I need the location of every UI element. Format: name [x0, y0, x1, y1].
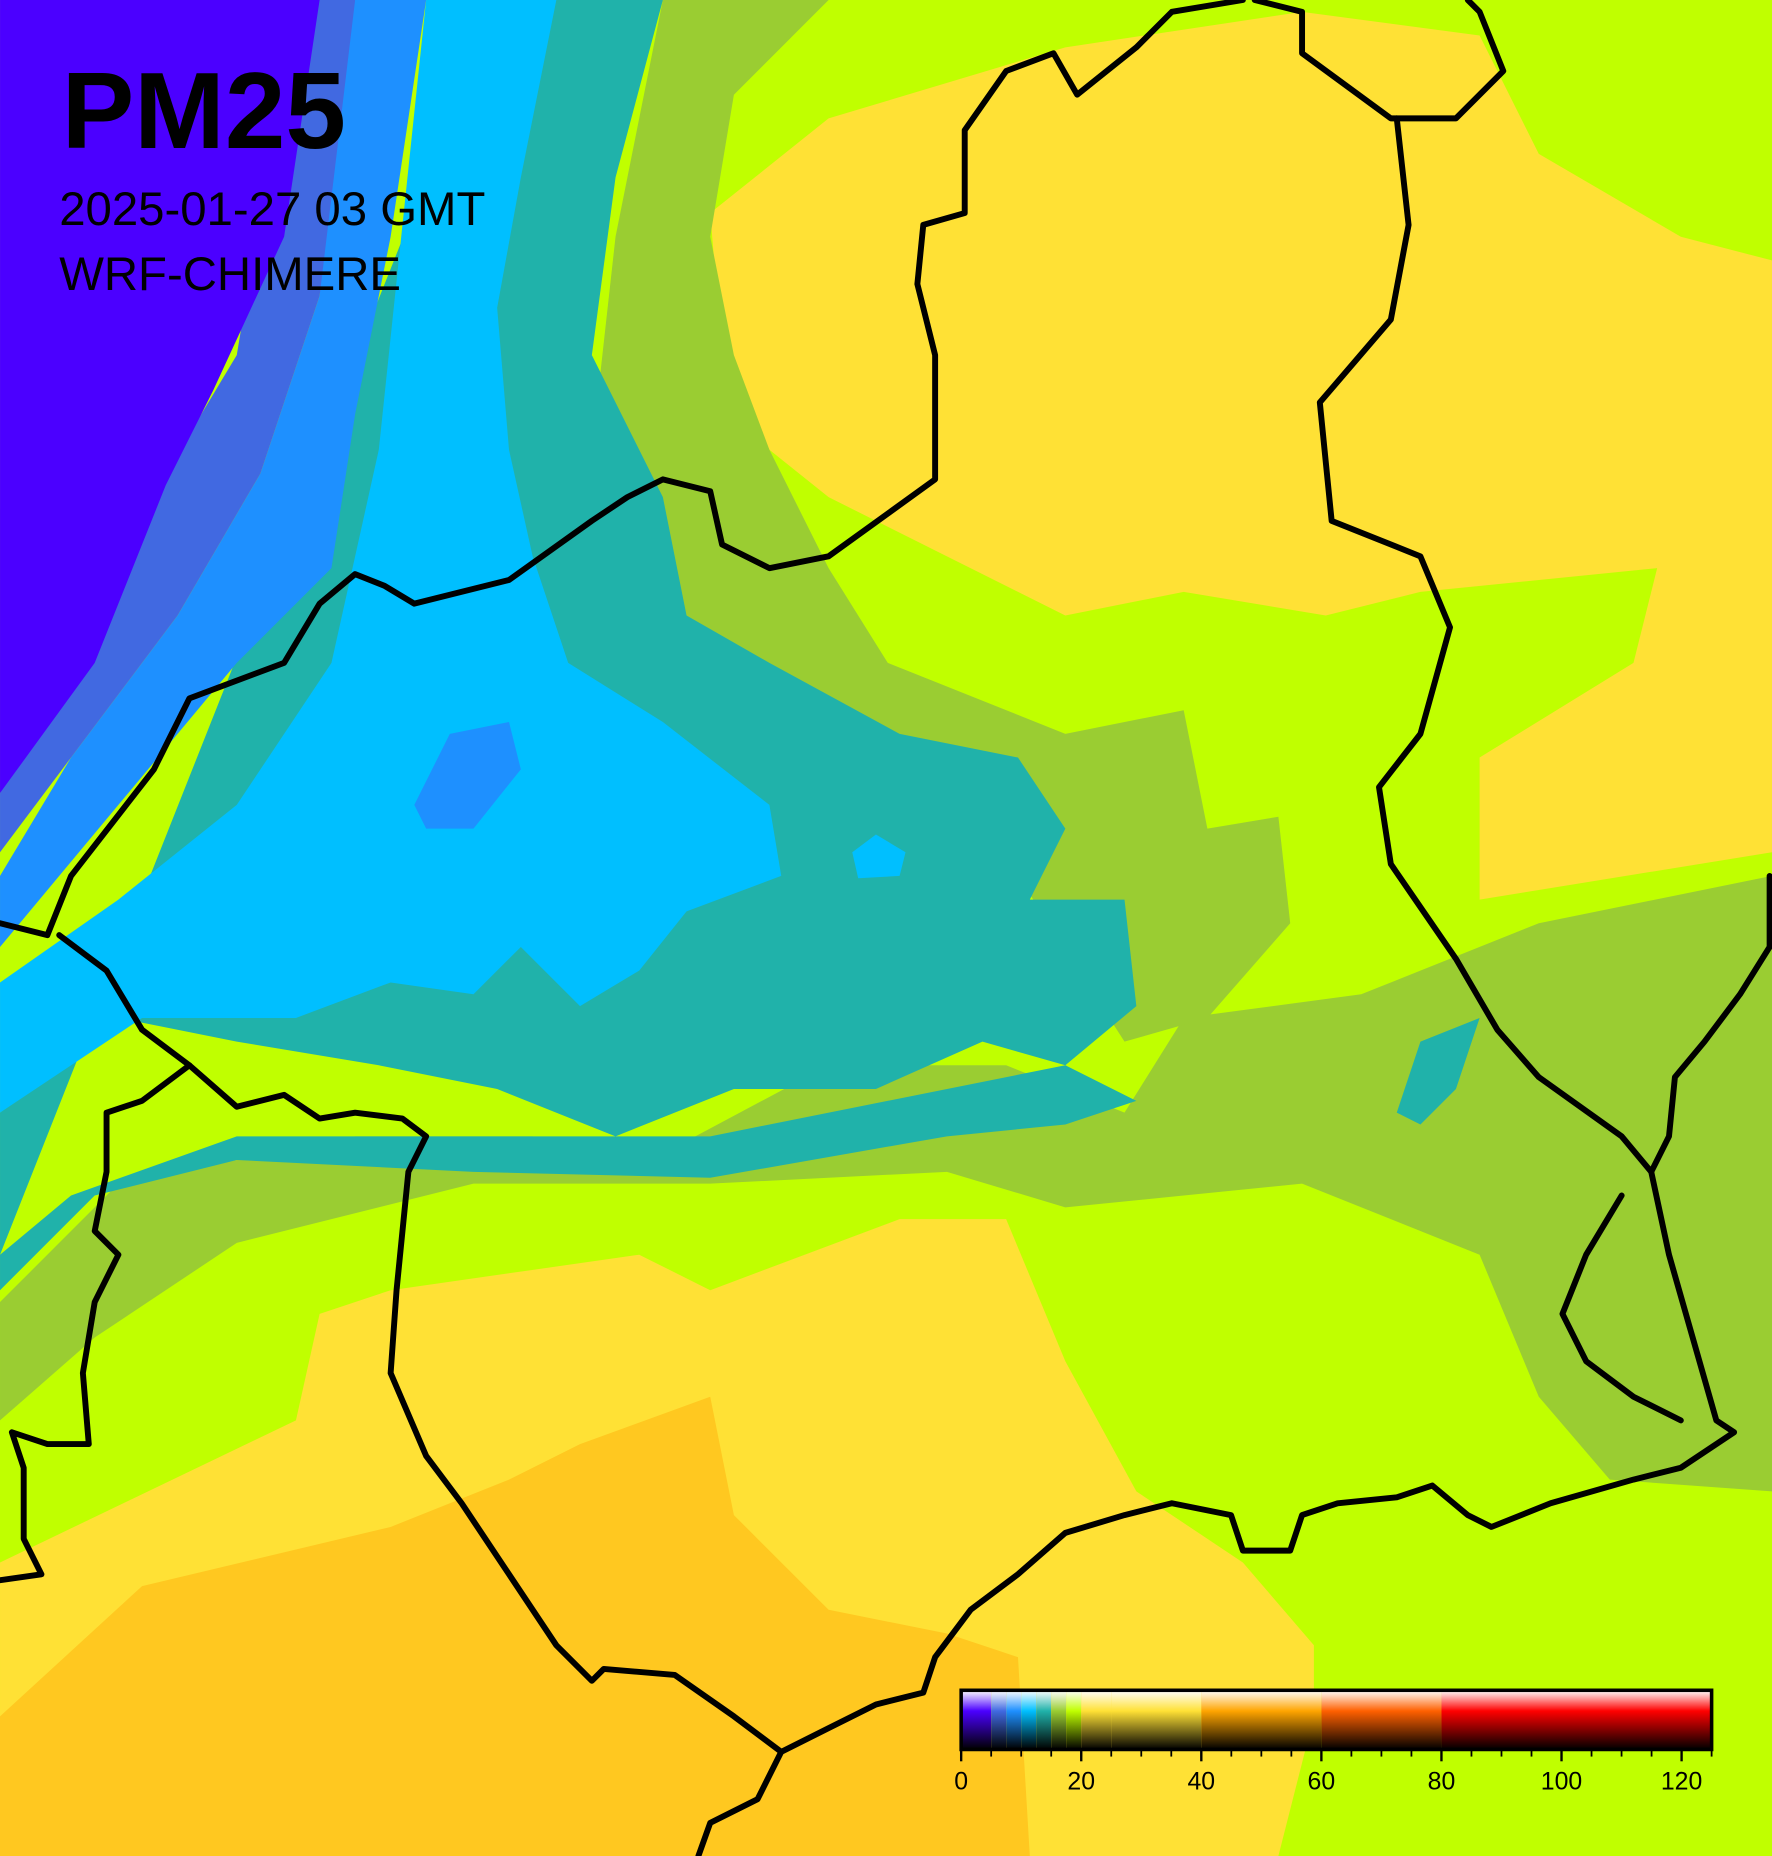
tick-label: 60 [1308, 1769, 1336, 1796]
field-level [0, 0, 782, 1113]
coastline [0, 0, 1246, 939]
tick-label: 80 [1428, 1769, 1456, 1796]
colorbar-band [1021, 1690, 1037, 1750]
field-level [0, 875, 1772, 1492]
border-line [0, 1062, 193, 1584]
colorbar-band [961, 1690, 992, 1750]
field-level [710, 11, 1772, 900]
colorbar-band [1321, 1690, 1442, 1750]
colorbar-band [991, 1690, 1007, 1750]
tick-label: 0 [954, 1769, 968, 1796]
colorbar-band [1051, 1690, 1067, 1750]
field-level [0, 0, 320, 794]
colorbar-band [1441, 1690, 1712, 1750]
tick-label: 40 [1187, 1769, 1215, 1796]
tick-label: 120 [1661, 1769, 1702, 1796]
colorbar: 0 20 40 60 80 100 120 [954, 1688, 1714, 1796]
coastline [1559, 872, 1772, 1424]
field-level [591, 0, 1291, 1042]
colorbar-band [1201, 1690, 1322, 1750]
colorbar-band [1111, 1690, 1202, 1750]
colorbar-band [1081, 1690, 1112, 1750]
tick-label: 20 [1067, 1769, 1095, 1796]
model-name: WRF-CHIMERE [59, 248, 401, 301]
colorbar-band [1066, 1690, 1082, 1750]
colorbar-band [1006, 1690, 1022, 1750]
map-title: PM25 [62, 50, 346, 172]
tick-label: 100 [1541, 1769, 1582, 1796]
colorbar-frame [959, 1688, 1714, 1752]
field-level [414, 722, 521, 829]
border-line [56, 932, 785, 1755]
border-line [695, 115, 1738, 1856]
field-level [852, 834, 906, 879]
map-subtitle: 2025-01-27 03 GMT [59, 183, 485, 236]
field-level [0, 1396, 1030, 1856]
border-line [1251, 0, 1507, 122]
field-level [1396, 1017, 1480, 1125]
colorbar-band [1036, 1690, 1052, 1750]
